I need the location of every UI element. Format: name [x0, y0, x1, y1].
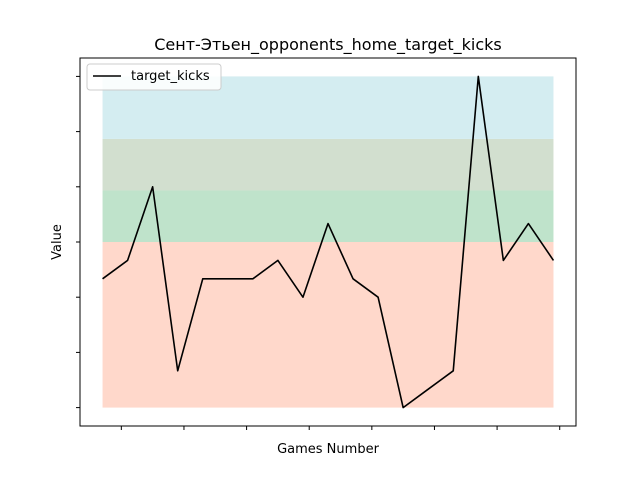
series-layer — [102, 75, 555, 409]
y-axis-label: Value — [50, 224, 65, 260]
legend: target_kicks — [86, 63, 222, 91]
background-band-1 — [102, 242, 554, 408]
background-bands — [102, 76, 554, 408]
legend-box — [86, 63, 222, 91]
chart-title: Сент-Этьен_opponents_home_target_kicks — [154, 35, 502, 55]
background-band-3 — [102, 138, 554, 191]
y-axis-ticks — [76, 75, 80, 409]
x-axis-ticks — [120, 426, 561, 430]
x-axis-label: Games Number — [277, 442, 379, 457]
background-band-2 — [102, 190, 554, 242]
legend-label-target-kicks: target_kicks — [131, 69, 210, 84]
